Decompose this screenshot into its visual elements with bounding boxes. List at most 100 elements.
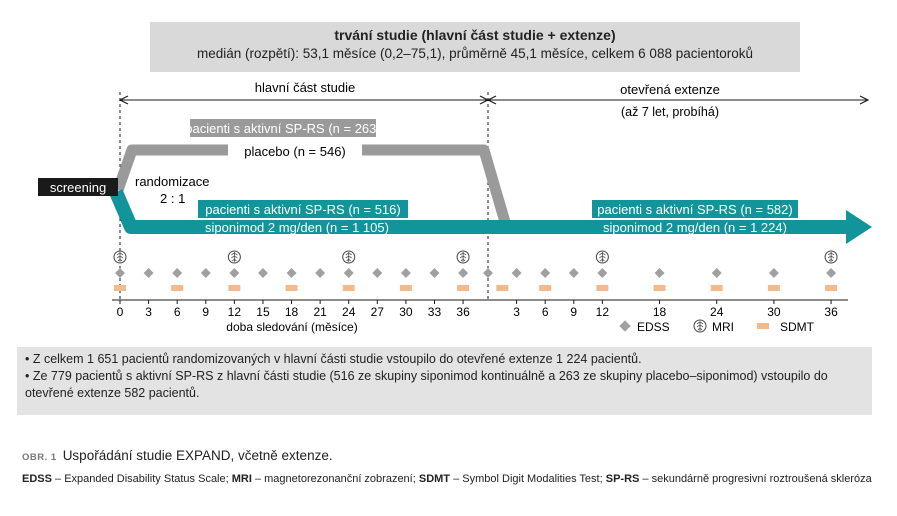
- abbr-mri: MRI: [231, 473, 252, 485]
- abbr-mri-def: – magnetorezonanční zobrazení;: [251, 473, 419, 485]
- main-tick-label: 12: [228, 305, 242, 319]
- main-tick-label: 9: [202, 305, 209, 319]
- ext-tick-label: 30: [767, 305, 781, 319]
- extension-note: (až 7 let, probíhá): [621, 105, 719, 119]
- main-tick-label: 6: [174, 305, 181, 319]
- axis-label: doba sledování (měsíce): [226, 320, 357, 334]
- legend-edss-icon: [619, 320, 631, 332]
- edss-marker: [429, 268, 440, 278]
- main-tick-label: 33: [428, 305, 442, 319]
- main-tick-label: 3: [145, 305, 152, 319]
- abbr-sprs: SP-RS: [605, 473, 640, 485]
- ext-tick-label: 24: [710, 305, 724, 319]
- ext-tick-label: 12: [596, 305, 610, 319]
- mri-marker: [595, 250, 609, 264]
- edss-marker: [315, 268, 326, 278]
- mri-marker: [342, 250, 356, 264]
- edss-marker: [458, 268, 469, 278]
- ext-tick-label: 36: [824, 305, 838, 319]
- randomization-label: randomizace: [135, 174, 209, 189]
- legend-sdmt-label: SDMT: [780, 320, 815, 334]
- ext-tick-label: 6: [542, 305, 549, 319]
- placebo-label: placebo (n = 546): [244, 144, 346, 159]
- screening-box: [38, 178, 118, 196]
- sdmt-marker: [171, 285, 184, 291]
- duration-header-box: trvání studie (hlavní část studie + exte…: [150, 22, 800, 72]
- edss-marker: [568, 268, 579, 278]
- mri-marker: [824, 250, 838, 264]
- mri-marker: [227, 250, 241, 264]
- timeline-ticks: 0 3 6 9 12 15 18 21 24 27 30 33 36 3 6 9 12 18 24 30 36: [117, 300, 838, 319]
- notes-box: • Z celkem 1 651 pacientů randomizovanýc…: [17, 347, 872, 415]
- siponimod-label: siponimod 2 mg/den (n = 1 105): [205, 220, 389, 235]
- edss-marker: [511, 268, 522, 278]
- sdmt-marker: [399, 285, 412, 291]
- duration-subtitle: medián (rozpětí): 53,1 měsíce (0,2–75,1)…: [196, 46, 754, 61]
- siponimod-sprs-label: pacienti s aktivní SP-RS (n = 516): [205, 202, 400, 217]
- main-tick-label: 24: [342, 305, 356, 319]
- edss-marker: [711, 268, 722, 278]
- randomization-ratio: 2 : 1: [160, 191, 185, 206]
- edss-marker: [115, 268, 125, 278]
- ext-sprs-label: pacienti s aktivní SP-RS (n = 582): [597, 202, 792, 217]
- sdmt-marker: [114, 285, 126, 291]
- note-1: • Z celkem 1 651 pacientů randomizovanýc…: [25, 352, 642, 366]
- sdmt-marker: [767, 285, 780, 291]
- screening-label: screening: [50, 180, 106, 195]
- edss-marker: [483, 268, 493, 278]
- legend-mri-label: MRI: [712, 320, 734, 334]
- figure-caption: OBR. 1 Uspořádání studie EXPAND, včetně e…: [22, 448, 333, 463]
- main-tick-label: 15: [256, 305, 270, 319]
- edss-marker: [768, 268, 779, 278]
- abbr-edss: EDSS: [22, 473, 52, 485]
- edss-marker: [172, 268, 183, 278]
- abbreviations: EDSS – Expanded Disability Status Scale;…: [22, 472, 882, 487]
- figure-caption-text: Uspořádání studie EXPAND, včetně extenze…: [62, 448, 333, 463]
- sdmt-marker: [457, 285, 470, 291]
- sdmt-marker: [496, 285, 509, 291]
- study-design-diagram: hlavní část studie otevřená extenze (až …: [38, 80, 872, 334]
- siponimod-arrow-head: [846, 210, 872, 244]
- sdmt-marker: [342, 285, 355, 291]
- edss-marker: [400, 268, 411, 278]
- edss-marker: [258, 268, 268, 278]
- mri-marker: [456, 250, 470, 264]
- siponimod-arm-path: [109, 189, 850, 234]
- note-2: • Ze 779 pacientů s aktivní SP-RS z hlav…: [25, 369, 828, 400]
- legend: EDSS MRI SDMT: [619, 319, 815, 334]
- edss-marker: [343, 268, 354, 278]
- mri-marker: [113, 250, 127, 264]
- main-tick-label: 0: [117, 305, 124, 319]
- extension-phase-label: otevřená extenze: [620, 82, 720, 97]
- edss-marker: [143, 268, 154, 278]
- sdmt-marker: [825, 285, 838, 291]
- main-phase-label: hlavní část studie: [255, 80, 355, 95]
- legend-edss-label: EDSS: [637, 320, 670, 334]
- legend-mri-icon: [693, 319, 707, 333]
- assessment-markers: [113, 250, 838, 291]
- sdmt-marker: [710, 285, 723, 291]
- main-tick-label: 21: [313, 305, 327, 319]
- abbr-edss-def: – Expanded Disability Status Scale;: [51, 473, 232, 485]
- placebo-box: [228, 141, 362, 161]
- duration-title: trvání studie (hlavní část studie + exte…: [334, 27, 616, 43]
- edss-marker: [826, 268, 837, 278]
- main-tick-label: 30: [399, 305, 413, 319]
- abbr-sdmt: SDMT: [418, 473, 451, 485]
- siponimod-sprs-box: [198, 200, 408, 218]
- edss-marker: [540, 268, 551, 278]
- placebo-sprs-box: [190, 119, 376, 137]
- abbr-sdmt-def: – Symbol Digit Modalities Test;: [450, 473, 606, 485]
- ext-tick-label: 9: [570, 305, 577, 319]
- edss-marker: [286, 268, 297, 278]
- sdmt-marker: [285, 285, 298, 291]
- edss-marker: [200, 268, 211, 278]
- ext-tick-label: 18: [653, 305, 667, 319]
- edss-marker: [597, 268, 608, 278]
- main-tick-label: 27: [371, 305, 385, 319]
- ext-tick-label: 3: [513, 305, 520, 319]
- main-tick-label: 36: [456, 305, 470, 319]
- edss-marker: [372, 268, 383, 278]
- sdmt-marker: [596, 285, 609, 291]
- ext-siponimod-label: siponimod 2 mg/den (n = 1 224): [603, 220, 787, 235]
